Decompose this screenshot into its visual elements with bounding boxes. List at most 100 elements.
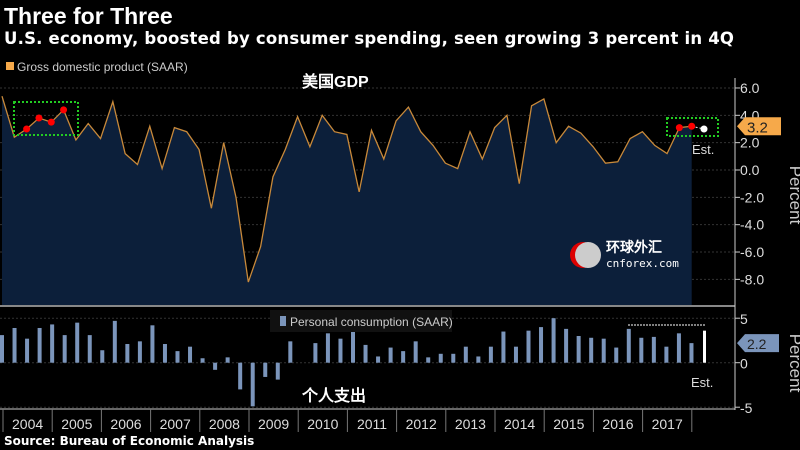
consumption-bar bbox=[614, 347, 619, 363]
consumption-bar bbox=[50, 324, 55, 363]
consumption-bar bbox=[564, 328, 569, 363]
consumption-bar bbox=[539, 327, 544, 363]
ytick-label: 5 bbox=[740, 311, 748, 327]
consumption-bar bbox=[12, 327, 17, 363]
consumption-bar bbox=[250, 362, 255, 407]
legend-label: Gross domestic product (SAAR) bbox=[17, 60, 188, 74]
consumption-bar bbox=[188, 346, 193, 363]
gdp-highlight-marker bbox=[23, 125, 31, 133]
consumption-bar bbox=[576, 336, 581, 363]
gdp-highlight-marker bbox=[688, 122, 696, 130]
consumption-bar bbox=[150, 325, 155, 363]
last-value-tag bbox=[737, 334, 779, 353]
consumption-bar bbox=[664, 346, 669, 363]
ytick-label: -5 bbox=[740, 400, 753, 416]
consumption-bar bbox=[275, 362, 280, 380]
gdp-highlight-marker bbox=[35, 114, 43, 122]
consumption-bar bbox=[438, 353, 443, 363]
consumption-bar bbox=[639, 337, 644, 363]
chart-subtitle: U.S. economy, boosted by consumer spendi… bbox=[4, 29, 735, 48]
x-tick-label: 2015 bbox=[553, 416, 584, 432]
source-note: Source: Bureau of Economic Analysis bbox=[4, 434, 255, 448]
x-tick-label: 2006 bbox=[110, 416, 141, 432]
consumption-bar bbox=[501, 331, 506, 363]
y-axis-label: Percent bbox=[786, 166, 800, 225]
consumption-bar bbox=[37, 327, 42, 363]
consumption-bar bbox=[476, 356, 481, 363]
consumption-bar bbox=[626, 328, 631, 363]
ytick-label: -6.0 bbox=[740, 244, 764, 260]
gdp-highlight-marker bbox=[60, 106, 68, 114]
watermark-cn: 环球外汇 bbox=[606, 239, 662, 255]
consumption-bar bbox=[25, 338, 30, 363]
consumption-bar bbox=[225, 357, 230, 363]
consumption-bar bbox=[376, 356, 381, 363]
last-value-label: 3.2 bbox=[747, 119, 768, 136]
consumption-bar bbox=[363, 344, 368, 363]
consumption-bar bbox=[513, 346, 518, 363]
consumption-bar bbox=[62, 335, 67, 363]
consumption-bar bbox=[651, 336, 656, 363]
consumption-bar bbox=[87, 335, 92, 363]
watermark-logo bbox=[575, 242, 601, 268]
est-label: Est. bbox=[692, 142, 714, 157]
gdp-area bbox=[2, 96, 692, 305]
consumption-bar bbox=[551, 318, 556, 363]
x-tick-label: 2008 bbox=[209, 416, 240, 432]
chart-title: Three for Three bbox=[4, 3, 173, 29]
ytick-label: 2.0 bbox=[740, 135, 760, 151]
consumption-estimate-bar bbox=[703, 330, 706, 363]
consumption-bar bbox=[137, 341, 142, 363]
ytick-label: 0.0 bbox=[740, 162, 760, 178]
consumption-bar bbox=[589, 337, 594, 363]
consumption-bar bbox=[351, 323, 355, 363]
est-label: Est. bbox=[691, 375, 713, 390]
x-tick-label: 2013 bbox=[455, 416, 486, 432]
ytick-label: -8.0 bbox=[740, 271, 764, 287]
ytick-label: -4.0 bbox=[740, 217, 764, 233]
consumption-bar bbox=[463, 346, 468, 363]
y-axis-label: Percent bbox=[786, 334, 800, 393]
gdp-line bbox=[1, 95, 692, 283]
legend-swatch bbox=[280, 316, 286, 326]
highlight-box bbox=[666, 117, 719, 137]
x-tick-label: 2011 bbox=[357, 416, 387, 432]
consumption-bar bbox=[200, 358, 205, 363]
consumption-bar bbox=[263, 362, 268, 377]
consumption-bar bbox=[288, 341, 293, 363]
consumption-bar bbox=[213, 362, 218, 370]
legend-label: Personal consumption (SAAR) bbox=[290, 315, 453, 329]
consumption-bar bbox=[689, 343, 694, 363]
annotation-consumption: 个人支出 bbox=[301, 386, 366, 405]
x-tick-label: 2010 bbox=[307, 416, 338, 432]
legend-bg bbox=[270, 310, 452, 332]
consumption-bar bbox=[426, 357, 431, 363]
consumption-bar bbox=[125, 344, 130, 363]
legend-swatch bbox=[6, 62, 14, 70]
x-tick-label: 2014 bbox=[504, 416, 535, 432]
consumption-bar bbox=[325, 333, 330, 363]
consumption-bar bbox=[601, 338, 606, 363]
last-value-tag bbox=[737, 117, 781, 136]
last-value-label: 2.2 bbox=[747, 336, 767, 352]
consumption-bar bbox=[313, 343, 318, 363]
consumption-bar bbox=[75, 322, 80, 363]
x-tick-label: 2012 bbox=[406, 416, 437, 432]
x-tick-label: 2005 bbox=[61, 416, 92, 432]
consumption-bar bbox=[112, 320, 117, 363]
gdp-highlight-marker bbox=[675, 124, 683, 132]
consumption-bar bbox=[162, 344, 167, 363]
highlight-box bbox=[13, 101, 79, 136]
consumption-bar bbox=[401, 351, 406, 363]
x-tick-label: 2009 bbox=[258, 416, 289, 432]
consumption-bar bbox=[526, 330, 531, 363]
ytick-label: 6.0 bbox=[740, 80, 760, 96]
consumption-bar bbox=[488, 346, 493, 363]
annotation-gdp: 美国GDP bbox=[302, 72, 369, 91]
x-tick-label: 2007 bbox=[160, 416, 191, 432]
watermark-en: cnforex.com bbox=[606, 257, 679, 270]
x-tick-label: 2016 bbox=[602, 416, 633, 432]
ytick-label: 0 bbox=[740, 356, 748, 372]
consumption-bar bbox=[175, 351, 180, 363]
